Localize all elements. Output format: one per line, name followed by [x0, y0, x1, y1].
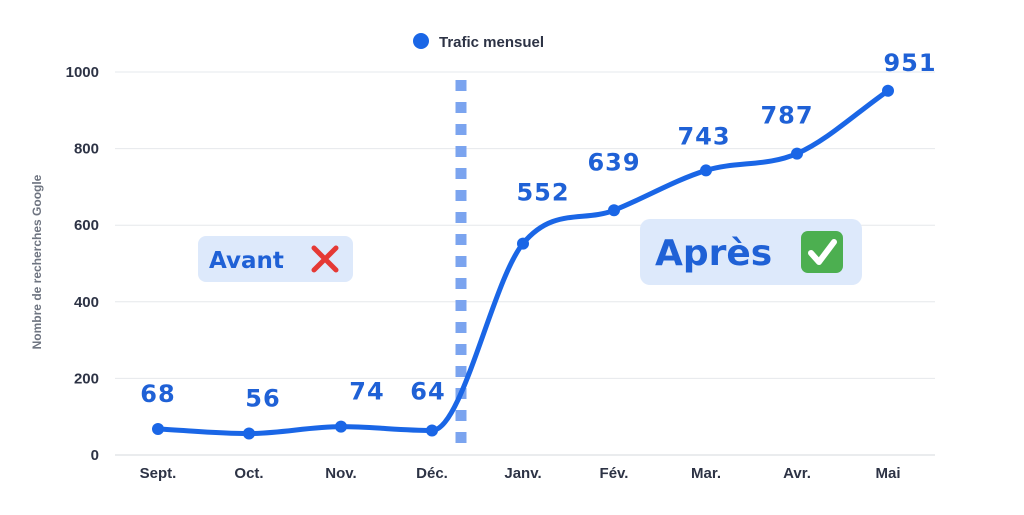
x-tick-label: Avr. — [783, 465, 811, 482]
check-mark-icon — [801, 231, 843, 273]
y-tick-label: 200 — [74, 370, 99, 387]
legend-marker — [413, 33, 429, 49]
y-tick-label: 400 — [74, 294, 99, 311]
data-point — [882, 84, 894, 97]
x-tick-label: Déc. — [416, 465, 448, 482]
data-points — [152, 84, 894, 440]
data-label: 74 — [349, 378, 384, 406]
data-point — [243, 427, 255, 440]
x-tick-label: Mar. — [691, 465, 721, 482]
x-tick-label: Sept. — [140, 465, 177, 482]
data-label: 787 — [760, 102, 813, 130]
x-tick-label: Fév. — [600, 465, 629, 482]
data-label: 68 — [140, 380, 175, 408]
data-point — [517, 237, 529, 250]
legend: Trafic mensuel — [413, 33, 544, 51]
data-point — [335, 420, 347, 433]
after-annotation: Après — [640, 219, 862, 285]
cross-mark-icon — [311, 245, 339, 273]
x-tick-label: Nov. — [325, 465, 356, 482]
data-labels: 68 56 74 64 552 639 743 787 951 — [140, 49, 936, 413]
legend-label: Trafic mensuel — [439, 34, 544, 51]
before-label: Avant — [209, 248, 284, 274]
data-point — [426, 424, 438, 437]
y-axis-ticks: 0 200 400 600 800 1000 — [66, 64, 99, 464]
after-label: Après — [655, 233, 772, 274]
data-point — [791, 147, 803, 160]
data-label: 64 — [410, 377, 445, 405]
data-label: 951 — [883, 49, 936, 77]
x-axis-ticks: Sept. Oct. Nov. Déc. Janv. Fév. Mar. Avr. Mai — [140, 465, 901, 482]
y-tick-label: 800 — [74, 141, 99, 158]
data-label: 552 — [516, 179, 569, 207]
y-axis-label: Nombre de recherches Google — [30, 174, 44, 349]
data-point — [608, 204, 620, 217]
y-tick-label: 1000 — [66, 64, 99, 81]
data-label: 639 — [587, 148, 640, 176]
x-tick-label: Mai — [875, 465, 900, 482]
x-tick-label: Janv. — [504, 465, 541, 482]
data-point — [152, 422, 164, 435]
y-tick-label: 0 — [91, 447, 99, 464]
gridlines — [115, 71, 935, 456]
y-tick-label: 600 — [74, 217, 99, 234]
before-annotation: Avant — [198, 236, 353, 282]
data-label: 56 — [245, 385, 280, 413]
x-tick-label: Oct. — [234, 465, 263, 482]
data-label: 743 — [677, 122, 730, 150]
data-point — [700, 164, 712, 177]
